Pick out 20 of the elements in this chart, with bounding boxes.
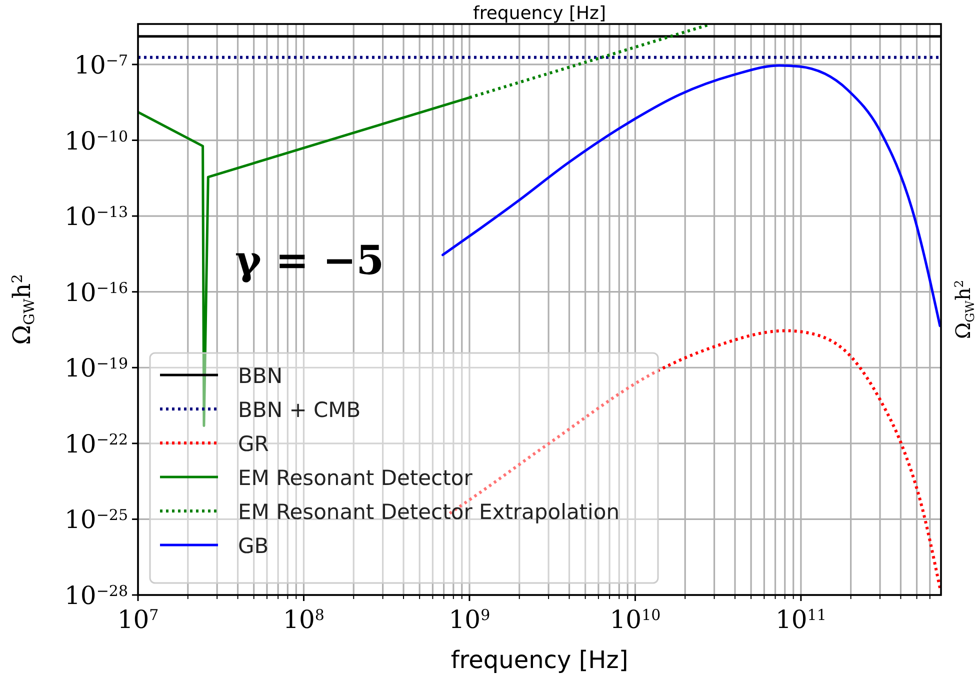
legend-label: BBN + CMB: [238, 398, 361, 422]
legend-label: GR: [238, 432, 269, 456]
legend-label: EM Resonant Detector Extrapolation: [238, 500, 620, 524]
legend-label: BBN: [238, 364, 283, 388]
x-tick-label: 10$^{10}$: [610, 605, 661, 634]
x-tick-label: 10$^{9}$: [448, 605, 490, 634]
y-tick-label: 10$^{−16}$: [64, 278, 128, 307]
y-tick-label: 10$^{−25}$: [64, 505, 128, 534]
legend-label: GB: [238, 534, 269, 558]
x-tick-label: 10$^{11}$: [775, 605, 826, 634]
x-tick-label: 10$^{8}$: [283, 605, 324, 634]
x-axis-title: frequency [Hz]: [450, 646, 628, 674]
annotation: γ = −5: [235, 237, 384, 284]
legend-label: EM Resonant Detector: [238, 466, 473, 490]
y-tick-label: 10$^{−22}$: [64, 429, 128, 458]
x2-axis-title: frequency [Hz]: [472, 3, 606, 24]
y-tick-label: 10$^{−13}$: [64, 202, 128, 232]
y-tick-label: 10$^{−19}$: [64, 354, 128, 383]
y-tick-label: 10$^{−7}$: [74, 50, 128, 80]
y-tick-label: 10$^{−10}$: [64, 126, 128, 156]
